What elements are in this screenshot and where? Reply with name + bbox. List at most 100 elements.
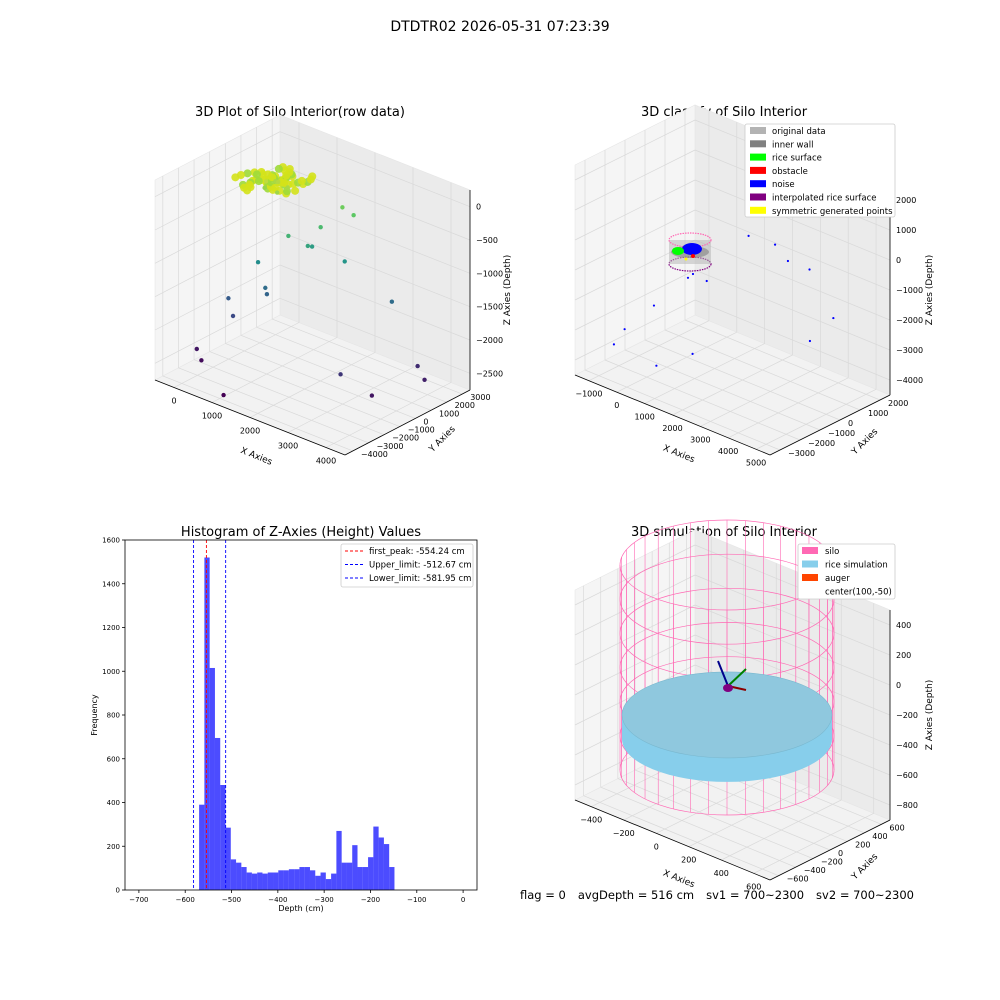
grid-line xyxy=(694,239,891,321)
sv2-status: sv2 = 700~2300 xyxy=(816,888,914,902)
x-tick-label: −700 xyxy=(129,896,148,904)
legend-box xyxy=(797,543,896,600)
grid-line xyxy=(672,354,793,416)
raw-surface-point xyxy=(252,170,261,179)
grid-line xyxy=(694,269,891,351)
grid-line xyxy=(588,320,710,382)
grid-line xyxy=(279,198,471,274)
histogram-bar xyxy=(389,867,395,890)
z-tick-label: −4000 xyxy=(896,376,923,385)
legend-label: Upper_limit: -512.67 cm xyxy=(369,561,472,571)
noise-cluster xyxy=(682,243,702,255)
raw-data-point xyxy=(264,292,270,297)
panel-raw-data-3d: 3D Plot of Silo Interior(row data)010002… xyxy=(154,105,513,468)
grid-line xyxy=(694,209,891,291)
histogram-bar xyxy=(294,869,300,890)
grid-line xyxy=(574,634,696,696)
histogram-bar xyxy=(236,862,242,890)
histogram-bar xyxy=(283,870,289,890)
grid-line xyxy=(574,544,696,606)
y-tick-label: 1000 xyxy=(868,409,888,418)
avg-depth-status: avgDepth = 516 cm xyxy=(577,888,695,902)
z-tick-label: −3000 xyxy=(896,346,923,355)
histogram-bar xyxy=(378,837,384,890)
y-tick-label: 1000 xyxy=(439,409,459,418)
x-tick-label: 400 xyxy=(714,869,729,878)
noise-point xyxy=(705,279,708,283)
z-tick-label: −500 xyxy=(476,236,498,245)
x-tick-label: 3000 xyxy=(278,442,298,451)
raw-data-point xyxy=(199,358,204,363)
raw-surface-point xyxy=(280,178,289,187)
histogram-bar xyxy=(336,830,342,890)
obstacle-point xyxy=(691,254,695,258)
grid-line xyxy=(584,369,781,451)
y-tick-label: 1200 xyxy=(102,624,120,632)
histogram-bar xyxy=(262,873,268,890)
z-tick-label: −200 xyxy=(896,711,918,720)
x-axis-label: Depth (cm) xyxy=(278,904,323,913)
x-tick-label: 0 xyxy=(171,397,176,406)
legend-label: center(100,-50) xyxy=(825,588,892,598)
legend: first_peak: -554.24 cm Upper_limit: -512.… xyxy=(340,543,474,588)
histogram-bar xyxy=(267,872,274,890)
z-axis-label: Z Axies (Depth) xyxy=(503,255,513,326)
x-tick-label: −100 xyxy=(407,896,426,904)
x-tick-label: 0 xyxy=(654,842,659,851)
histogram-bar xyxy=(315,875,321,890)
raw-data-point xyxy=(338,372,343,377)
chart-title: 3D Plot of Silo Interior(row data) xyxy=(195,105,405,120)
grid-line xyxy=(574,299,696,361)
z-tick-label: −2000 xyxy=(476,336,503,345)
legend-swatch xyxy=(802,560,818,568)
raw-data-point xyxy=(221,392,226,398)
grid-line xyxy=(624,349,821,431)
grid-line xyxy=(634,769,831,851)
grid-line xyxy=(211,337,338,403)
grid-line xyxy=(664,329,861,411)
grid-line xyxy=(279,298,471,374)
y-tick-label: 200 xyxy=(107,843,120,851)
raw-surface-point xyxy=(258,170,267,179)
legend-swatch xyxy=(750,140,766,148)
rice-surface-cluster xyxy=(672,247,684,255)
z-tick-label: 1000 xyxy=(896,226,916,235)
grid-line xyxy=(209,351,400,427)
raw-data-point xyxy=(369,393,375,398)
z-tick-label: 200 xyxy=(896,651,911,660)
raw-data-point xyxy=(274,190,280,195)
legend-label: first_peak: -554.24 cm xyxy=(369,547,465,557)
x-tick-label: 600 xyxy=(746,882,761,891)
panel-classify-3d: 3D classify of Silo Interior−10000100020… xyxy=(574,104,935,467)
noise-point xyxy=(623,328,626,331)
y-tick-label: 0 xyxy=(423,417,428,426)
histogram-bar xyxy=(251,873,258,890)
x-tick-label: 4000 xyxy=(718,447,738,456)
raw-data-point xyxy=(194,346,199,352)
y-tick-label: 0 xyxy=(838,849,843,858)
grid-line xyxy=(694,544,891,626)
noise-point xyxy=(612,343,616,346)
raw-data-point xyxy=(263,285,268,291)
z-tick-label: −2000 xyxy=(896,316,923,325)
z-tick-label: −1000 xyxy=(476,269,503,278)
figure-title: DTDTR02 2026-05-31 07:23:39 xyxy=(390,19,609,35)
y-tick-label: 2000 xyxy=(888,399,908,408)
footer-status: flag = 0 avgDepth = 516 cm sv1 = 700~2300 s… xyxy=(520,888,926,902)
grid-line xyxy=(225,343,416,419)
raw-data-point xyxy=(286,233,291,239)
raw-data-point xyxy=(340,205,345,210)
y-tick-label: −2000 xyxy=(392,434,419,443)
x-tick-label: −1000 xyxy=(575,390,602,399)
grid-line xyxy=(694,604,891,686)
y-tick-label: 200 xyxy=(855,840,870,849)
noise-point xyxy=(686,276,690,279)
y-tick-label: −600 xyxy=(787,875,809,884)
histogram-bar xyxy=(373,826,379,890)
raw-data-point xyxy=(255,260,261,265)
y-axis-line xyxy=(769,394,891,456)
z-tick-label: −600 xyxy=(896,771,918,780)
grid-line xyxy=(700,366,821,427)
histogram-bar xyxy=(331,873,337,890)
grid-line xyxy=(574,574,696,636)
